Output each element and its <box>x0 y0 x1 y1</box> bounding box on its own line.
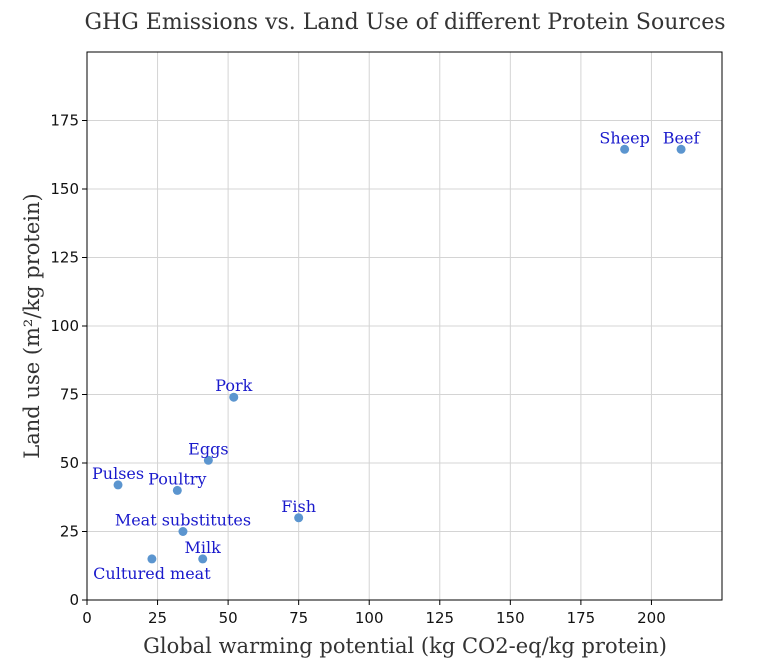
y-tick-label: 150 <box>50 180 79 198</box>
data-point <box>229 392 239 402</box>
x-tick-label: 25 <box>148 609 167 627</box>
y-tick-label: 175 <box>50 112 79 130</box>
y-tick-label: 125 <box>50 249 79 267</box>
point-label: Poultry <box>148 469 206 488</box>
y-tick-label: 75 <box>60 386 79 404</box>
x-tick-label: 175 <box>567 609 596 627</box>
x-tick-label: 75 <box>289 609 308 627</box>
data-point <box>294 513 304 523</box>
point-label: Meat substitutes <box>115 511 251 530</box>
y-tick-label: 100 <box>50 317 79 335</box>
x-tick-label: 50 <box>219 609 238 627</box>
x-tick-label: 100 <box>355 609 384 627</box>
data-point <box>172 485 182 495</box>
point-label: Fish <box>281 497 316 516</box>
x-axis-label: Global warming potential (kg CO2-eq/kg p… <box>143 634 667 658</box>
data-point <box>198 554 208 564</box>
data-point <box>147 554 157 564</box>
data-point <box>620 144 630 154</box>
data-point <box>178 527 188 536</box>
point-labels: Beef Sheep Pork Eggs Pulses Poultry Fish Meat s… <box>92 128 700 583</box>
x-tick-label: 125 <box>425 609 454 627</box>
point-label: Pork <box>215 376 252 395</box>
y-axis-ticks: 0 25 50 75 100 125 150 175 <box>50 112 87 609</box>
data-points <box>113 144 686 564</box>
grid <box>87 52 722 600</box>
x-axis-ticks: 0 25 50 75 100 125 150 175 200 <box>82 600 666 627</box>
chart-title: GHG Emissions vs. Land Use of different … <box>84 10 725 35</box>
data-point <box>676 144 686 154</box>
y-tick-label: 0 <box>69 591 79 609</box>
x-tick-label: 200 <box>637 609 666 627</box>
x-tick-label: 150 <box>496 609 525 627</box>
y-tick-label: 50 <box>60 454 79 472</box>
y-tick-label: 25 <box>60 523 79 541</box>
point-label: Pulses <box>92 464 144 483</box>
data-point <box>113 480 123 490</box>
point-label: Sheep <box>599 128 649 147</box>
point-label: Beef <box>663 128 701 147</box>
point-label: Cultured meat <box>93 564 211 583</box>
data-point <box>203 455 213 465</box>
y-axis-label: Land use (m²/kg protein) <box>20 193 44 458</box>
x-tick-label: 0 <box>82 609 92 627</box>
point-label: Milk <box>185 538 222 557</box>
point-label: Eggs <box>188 439 228 458</box>
